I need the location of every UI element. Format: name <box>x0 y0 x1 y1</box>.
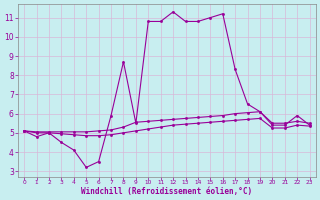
X-axis label: Windchill (Refroidissement éolien,°C): Windchill (Refroidissement éolien,°C) <box>81 187 252 196</box>
